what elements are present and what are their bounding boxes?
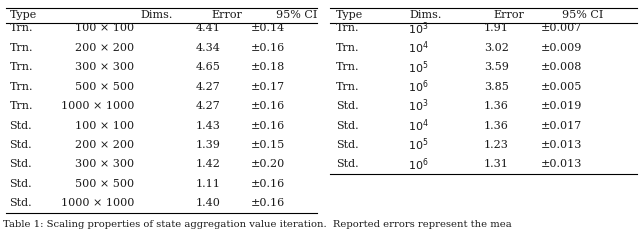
Text: 3.02: 3.02 (484, 43, 509, 53)
Text: ±0.16: ±0.16 (250, 179, 285, 189)
Text: ±0.17: ±0.17 (251, 82, 285, 92)
Text: 1000 × 1000: 1000 × 1000 (61, 198, 134, 208)
Text: ±0.005: ±0.005 (541, 82, 582, 92)
Text: $10^6$: $10^6$ (408, 156, 429, 173)
Text: 3.59: 3.59 (484, 62, 509, 72)
Text: 1.91: 1.91 (484, 23, 509, 33)
Text: 4.41: 4.41 (196, 23, 221, 33)
Text: 1.43: 1.43 (196, 121, 221, 131)
Text: ±0.14: ±0.14 (250, 23, 285, 33)
Text: Type: Type (10, 10, 37, 20)
Text: Trn.: Trn. (336, 62, 360, 72)
Text: $10^6$: $10^6$ (408, 78, 429, 95)
Text: 1.36: 1.36 (484, 101, 509, 111)
Text: 1.40: 1.40 (196, 198, 221, 208)
Text: 300 × 300: 300 × 300 (76, 62, 134, 72)
Text: Trn.: Trn. (336, 23, 360, 33)
Text: 1.31: 1.31 (484, 160, 509, 169)
Text: Std.: Std. (10, 121, 32, 131)
Text: $10^4$: $10^4$ (408, 40, 429, 56)
Text: 200 × 200: 200 × 200 (76, 140, 134, 150)
Text: Std.: Std. (336, 160, 358, 169)
Text: ±0.16: ±0.16 (250, 43, 285, 53)
Text: 300 × 300: 300 × 300 (76, 160, 134, 169)
Text: Trn.: Trn. (10, 23, 33, 33)
Text: Std.: Std. (336, 121, 358, 131)
Text: Trn.: Trn. (10, 101, 33, 111)
Text: Trn.: Trn. (10, 62, 33, 72)
Text: ±0.009: ±0.009 (541, 43, 582, 53)
Text: ±0.008: ±0.008 (541, 62, 582, 72)
Text: ±0.013: ±0.013 (541, 160, 582, 169)
Text: 1000 × 1000: 1000 × 1000 (61, 101, 134, 111)
Text: Dims.: Dims. (410, 10, 442, 20)
Text: 1.42: 1.42 (196, 160, 221, 169)
Text: ±0.007: ±0.007 (541, 23, 582, 33)
Text: Trn.: Trn. (10, 82, 33, 92)
Text: ±0.013: ±0.013 (541, 140, 582, 150)
Text: Type: Type (336, 10, 364, 20)
Text: $10^3$: $10^3$ (408, 98, 429, 114)
Text: ±0.017: ±0.017 (541, 121, 582, 131)
Text: Std.: Std. (10, 179, 32, 189)
Text: Std.: Std. (10, 160, 32, 169)
Text: Trn.: Trn. (336, 43, 360, 53)
Text: 3.85: 3.85 (484, 82, 509, 92)
Text: Trn.: Trn. (336, 82, 360, 92)
Text: 200 × 200: 200 × 200 (76, 43, 134, 53)
Text: ±0.16: ±0.16 (250, 101, 285, 111)
Text: 4.27: 4.27 (196, 101, 221, 111)
Text: 500 × 500: 500 × 500 (76, 82, 134, 92)
Text: 95% CI: 95% CI (276, 10, 317, 20)
Text: ±0.20: ±0.20 (250, 160, 285, 169)
Text: $10^4$: $10^4$ (408, 117, 429, 134)
Text: 100 × 100: 100 × 100 (76, 121, 134, 131)
Text: Std.: Std. (10, 198, 32, 208)
Text: Dims.: Dims. (141, 10, 173, 20)
Text: ±0.16: ±0.16 (250, 121, 285, 131)
Text: 100 × 100: 100 × 100 (76, 23, 134, 33)
Text: Trn.: Trn. (10, 43, 33, 53)
Text: 1.11: 1.11 (196, 179, 221, 189)
Text: Error: Error (212, 10, 243, 20)
Text: 4.34: 4.34 (196, 43, 221, 53)
Text: ±0.16: ±0.16 (250, 198, 285, 208)
Text: 95% CI: 95% CI (562, 10, 603, 20)
Text: $10^5$: $10^5$ (408, 59, 429, 76)
Text: 1.39: 1.39 (196, 140, 221, 150)
Text: 500 × 500: 500 × 500 (76, 179, 134, 189)
Text: 4.65: 4.65 (196, 62, 221, 72)
Text: Table 1: Scaling properties of state aggregation value iteration.  Reported erro: Table 1: Scaling properties of state agg… (3, 220, 512, 229)
Text: ±0.019: ±0.019 (541, 101, 582, 111)
Text: Std.: Std. (336, 140, 358, 150)
Text: Std.: Std. (336, 101, 358, 111)
Text: 4.27: 4.27 (196, 82, 221, 92)
Text: 1.36: 1.36 (484, 121, 509, 131)
Text: ±0.15: ±0.15 (250, 140, 285, 150)
Text: Error: Error (493, 10, 524, 20)
Text: $10^3$: $10^3$ (408, 20, 429, 37)
Text: Std.: Std. (10, 140, 32, 150)
Text: 1.23: 1.23 (484, 140, 509, 150)
Text: $10^5$: $10^5$ (408, 137, 429, 153)
Text: ±0.18: ±0.18 (250, 62, 285, 72)
